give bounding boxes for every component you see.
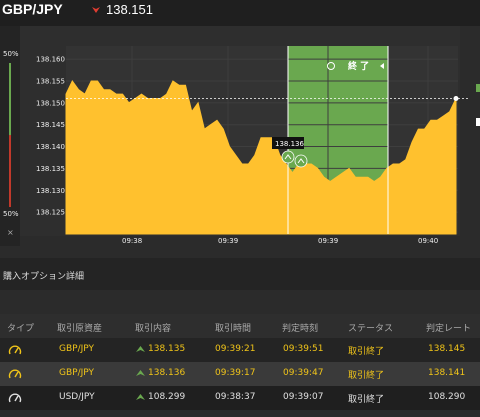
currency-pair: GBP/JPY (2, 1, 63, 17)
cell-asset: USD/JPY (59, 392, 95, 402)
up-flag-icon (476, 84, 480, 92)
col-time: 取引時間 (215, 324, 252, 334)
col-type: タイプ (7, 324, 35, 334)
gauge-icon (8, 345, 22, 355)
table-row[interactable]: GBP/JPY 138.136 09:39:17 09:39:47 取引終了 1… (0, 362, 480, 386)
y-tick-label: 138.130 (36, 187, 65, 195)
cell-judge: 09:39:47 (283, 368, 324, 378)
up-arrow-icon (136, 393, 145, 400)
cell-content: 138.136 (136, 368, 185, 378)
y-tick-label: 138.150 (36, 99, 65, 107)
cell-judge: 09:39:51 (283, 344, 324, 354)
y-tick-label: 138.140 (36, 143, 65, 151)
cell-rate: 108.290 (428, 392, 466, 402)
percent-top: 50% (3, 50, 19, 58)
section-header: 購入オプション詳細 (0, 258, 480, 290)
col-asset: 取引原資産 (57, 324, 103, 334)
cell-asset: GBP/JPY (59, 344, 94, 354)
sentiment-up-bar (9, 63, 11, 135)
cell-time: 09:39:17 (215, 368, 256, 378)
y-tick-label: 138.125 (36, 209, 65, 217)
sentiment-down-bar (9, 135, 11, 207)
trade-marker (294, 154, 308, 168)
x-tick-label: 09:39 (218, 237, 238, 245)
y-tick-label: 138.145 (36, 121, 65, 129)
col-status: ステータス (348, 324, 394, 334)
section-title: 購入オプション詳細 (3, 272, 85, 282)
y-tick-label: 138.155 (36, 77, 65, 85)
table-row[interactable]: GBP/JPY 138.135 09:39:21 09:39:51 取引終了 1… (0, 338, 480, 362)
cell-rate: 138.145 (428, 344, 466, 354)
down-arrow-icon (92, 7, 100, 13)
gauge-icon (8, 369, 22, 379)
current-flag-icon (476, 118, 480, 126)
cell-status: 取引終了 (348, 371, 385, 381)
up-arrow-icon (136, 345, 145, 352)
current-price-dot (453, 95, 459, 101)
up-arrow-icon (136, 369, 145, 376)
arrow-left-icon (380, 63, 384, 69)
y-tick-label: 138.160 (36, 56, 65, 64)
col-content: 取引内容 (135, 324, 172, 334)
col-rate: 判定レート (426, 324, 472, 334)
cell-rate: 138.141 (428, 368, 466, 378)
cell-judge: 09:39:07 (283, 392, 324, 402)
cell-time: 09:38:37 (215, 392, 256, 402)
x-tick-label: 09:40 (418, 237, 438, 245)
svg-text:138.136: 138.136 (275, 140, 304, 148)
table-header: タイプ 取引原資産 取引内容 取引時間 判定時刻 ステータス 判定レート (0, 314, 480, 338)
close-icon[interactable]: × (7, 228, 14, 237)
x-tick-label: 09:38 (122, 237, 142, 245)
col-judge: 判定時刻 (282, 324, 319, 334)
header-bar: GBP/JPY 138.151 (0, 0, 480, 26)
svg-text:終 了: 終 了 (348, 60, 369, 72)
cell-content: 108.299 (136, 392, 185, 402)
percent-bottom: 50% (3, 210, 19, 218)
cell-time: 09:39:21 (215, 344, 256, 354)
current-price: 138.151 (106, 2, 153, 17)
gauge-icon (8, 393, 22, 403)
cell-status: 取引終了 (348, 395, 385, 405)
table-row[interactable]: USD/JPY 108.299 09:38:37 09:39:07 取引終了 1… (0, 386, 480, 410)
y-tick-label: 138.135 (36, 165, 65, 173)
cell-content: 138.135 (136, 344, 185, 354)
cell-asset: GBP/JPY (59, 368, 94, 378)
x-tick-label: 09:39 (318, 237, 338, 245)
cell-status: 取引終了 (348, 347, 385, 357)
price-chart: 138.160 138.155 138.150 138.145 138.140 138.1… (20, 26, 480, 245)
clock-icon (327, 62, 335, 70)
trade-marker (281, 150, 295, 164)
end-label: 終 了 (327, 60, 384, 72)
price-tooltip: 138.136 (272, 137, 304, 149)
price-area (65, 80, 457, 235)
